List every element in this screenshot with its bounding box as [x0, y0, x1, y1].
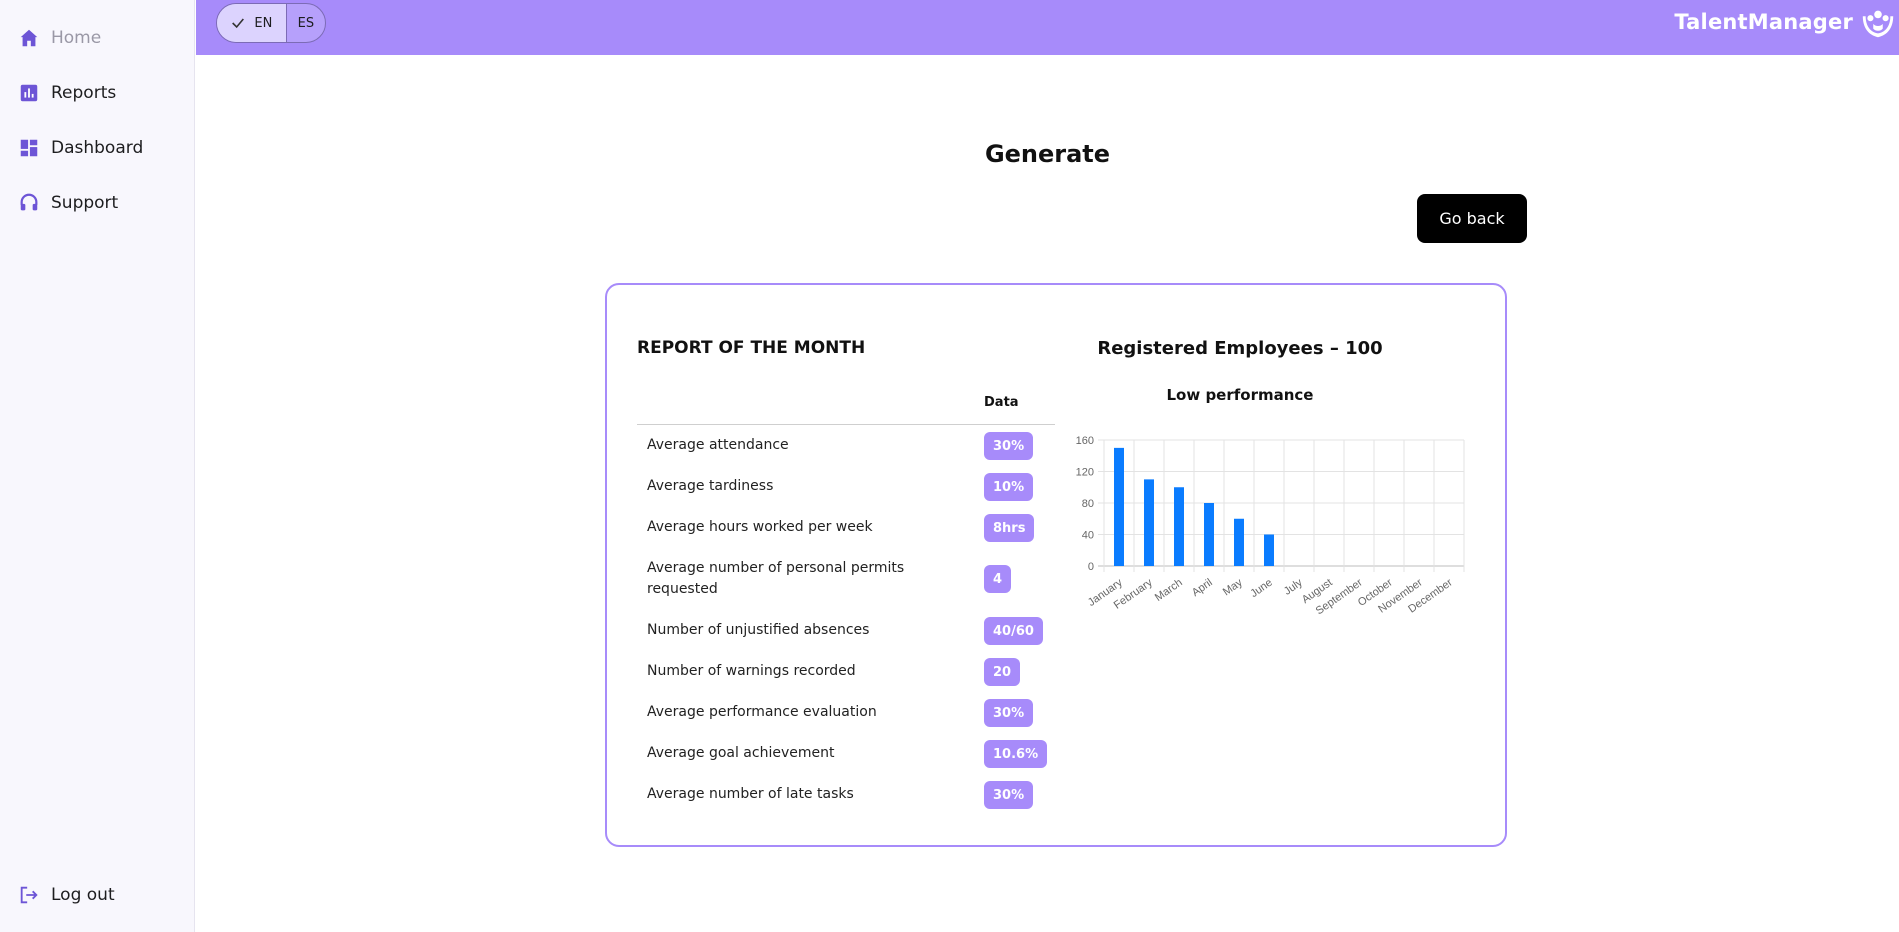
row-value-badge: 8hrs — [984, 514, 1035, 542]
x-tick-label: June — [1248, 577, 1274, 601]
sidebar-item-home[interactable]: Home — [18, 27, 101, 49]
y-tick-label: 40 — [1082, 530, 1094, 542]
data-column-header: Data — [984, 395, 1019, 410]
chart-bar — [1264, 534, 1274, 566]
logout-icon — [20, 886, 38, 904]
row-label: Average tardiness — [647, 478, 774, 494]
chart-bar — [1204, 503, 1214, 566]
language-option-en[interactable]: EN — [217, 4, 287, 42]
check-icon — [232, 18, 245, 29]
page-title: Generate — [984, 140, 1111, 168]
row-value-badge: 40/60 — [984, 617, 1043, 645]
language-toggle: EN ES — [216, 3, 326, 43]
sidebar-item-label: Support — [51, 193, 119, 213]
row-label: Average hours worked per week — [647, 519, 873, 535]
sidebar-item-support[interactable]: Support — [18, 192, 118, 214]
row-label: Average goal achievement — [647, 745, 835, 761]
sidebar-item-label: Home — [51, 28, 102, 48]
top-bar: EN ES TalentManager — [196, 0, 1899, 55]
home-icon — [20, 29, 38, 47]
bar-chart-icon — [20, 84, 38, 102]
row-value-badge: 20 — [984, 658, 1021, 686]
row-value-badge: 30% — [984, 699, 1034, 727]
row-label: Average number of late tasks — [647, 786, 854, 802]
row-value-badge: 30% — [984, 781, 1034, 809]
sidebar-item-label: Dashboard — [51, 138, 144, 158]
chart-bar — [1234, 518, 1244, 566]
y-tick-label: 0 — [1088, 561, 1094, 573]
row-label: Average performance evaluation — [647, 704, 877, 720]
language-label-es: ES — [297, 15, 315, 31]
registered-employees-title: Registered Employees – 100 — [1097, 338, 1383, 359]
report-title: REPORT OF THE MONTH — [637, 338, 866, 358]
sidebar-item-label: Reports — [51, 83, 117, 103]
x-tick-label: April — [1190, 577, 1215, 599]
logout-button[interactable]: Log out — [18, 884, 115, 906]
hands-logo-icon — [1862, 10, 1894, 38]
sidebar-item-reports[interactable]: Reports — [18, 82, 116, 104]
x-tick-label: March — [1153, 577, 1185, 604]
table-header-divider — [637, 424, 1055, 425]
row-label: Average attendance — [647, 437, 789, 453]
brand-name: TalentManager — [1674, 10, 1853, 34]
y-tick-label: 120 — [1076, 467, 1094, 479]
go-back-button[interactable]: Go back — [1417, 194, 1527, 243]
row-value-badge: 30% — [984, 432, 1034, 460]
y-tick-label: 80 — [1082, 498, 1094, 510]
sidebar: Home Reports Dashboard Support Log out — [0, 0, 195, 932]
language-label-en: EN — [254, 15, 273, 31]
row-value-badge: 4 — [984, 565, 1012, 593]
report-card: REPORT OF THE MONTH Data Average attenda… — [605, 283, 1507, 847]
headset-icon — [20, 193, 38, 211]
row-value-badge: 10% — [984, 473, 1034, 501]
chart-title: Low performance — [1166, 386, 1314, 404]
logout-label: Log out — [51, 885, 115, 905]
row-value-badge: 10.6% — [984, 740, 1048, 768]
row-label: Average number of personal permits reque… — [647, 560, 905, 597]
language-option-es[interactable]: ES — [287, 4, 325, 42]
chart-bar — [1144, 479, 1154, 566]
sidebar-item-dashboard[interactable]: Dashboard — [18, 137, 143, 159]
chart-bar — [1174, 487, 1184, 566]
x-tick-label: May — [1221, 576, 1245, 598]
row-label: Number of warnings recorded — [647, 663, 856, 679]
chart-bar — [1114, 447, 1124, 566]
row-label: Number of unjustified absences — [647, 622, 870, 638]
dashboard-icon — [20, 139, 38, 157]
y-tick-label: 160 — [1076, 435, 1094, 447]
